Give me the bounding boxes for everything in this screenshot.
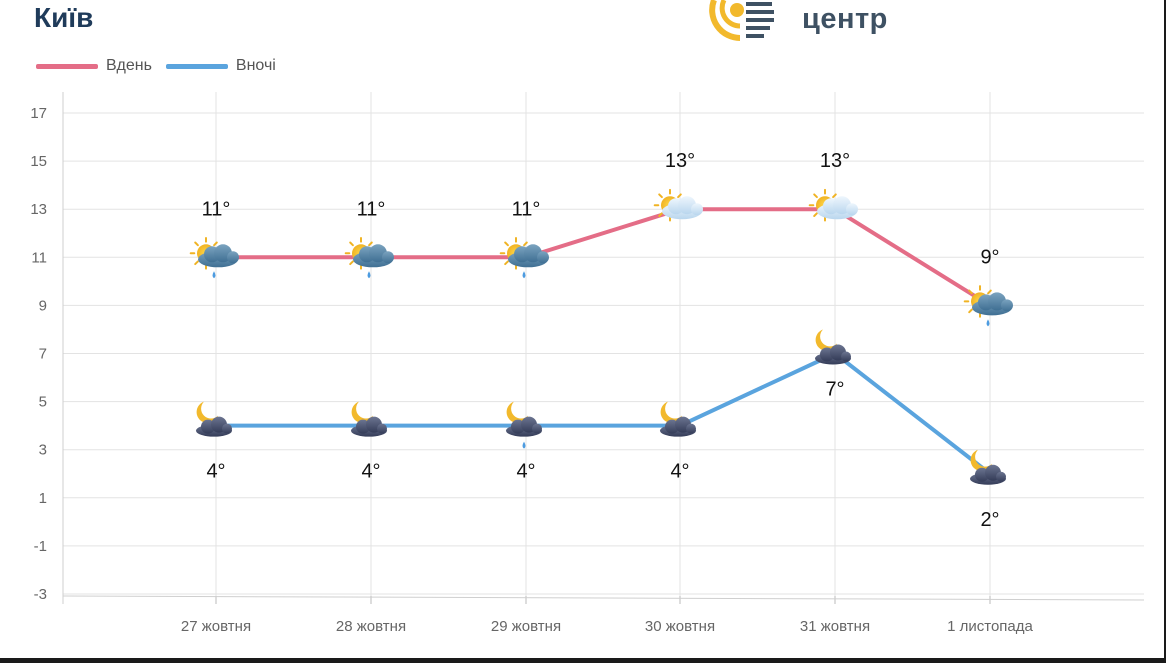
y-tick-label: 15 — [30, 153, 47, 170]
data-label-day: 13° — [820, 150, 850, 172]
chart-legend: Вдень Вночі — [36, 57, 290, 75]
data-label-night: 4° — [516, 461, 535, 483]
moon-cloud-icon — [660, 401, 696, 437]
data-label-day: 13° — [665, 150, 695, 172]
x-tick-label: 29 жовтня — [491, 618, 561, 635]
y-tick-label: 17 — [30, 105, 47, 122]
legend-label-night: Вночі — [235, 57, 276, 74]
sun-cloud-icon — [808, 188, 858, 222]
data-label-day: 9° — [980, 246, 999, 268]
legend-swatch-day — [36, 63, 98, 69]
y-tick-label: -3 — [34, 586, 47, 603]
legend-item-night[interactable]: Вночі — [165, 57, 276, 75]
moon-cloud-icon — [970, 449, 1006, 485]
data-label-day: 11° — [202, 198, 231, 220]
data-label-day: 11° — [512, 198, 541, 220]
y-tick-label: 5 — [39, 394, 47, 411]
y-tick-label: 13 — [30, 201, 47, 218]
data-label-day: 11° — [357, 198, 386, 220]
data-label-night: 4° — [206, 461, 225, 483]
y-tick-label: 9 — [39, 297, 47, 314]
moon-cloud-icon — [815, 329, 851, 365]
logo-text: центр — [802, 3, 888, 35]
data-label-night: 4° — [361, 461, 380, 483]
x-tick-label: 30 жовтня — [645, 618, 715, 635]
y-tick-label: 3 — [39, 442, 47, 459]
x-tick-label: 1 листопада — [947, 618, 1033, 635]
partly-cloudy-rain-icon — [499, 237, 549, 279]
y-tick-label: 1 — [39, 490, 47, 507]
partly-cloudy-rain-icon — [189, 237, 239, 279]
legend-item-day[interactable]: Вдень — [36, 57, 152, 75]
series-line-night — [216, 351, 992, 476]
moon-cloud-rain-icon — [506, 401, 542, 449]
x-tick-label: 27 жовтня — [181, 618, 251, 635]
partly-cloudy-rain-icon — [963, 285, 1013, 327]
sun-cloud-icon — [653, 188, 703, 222]
x-tick-label: 31 жовтня — [800, 618, 870, 635]
data-label-night: 7° — [825, 379, 844, 401]
y-tick-label: 7 — [39, 346, 47, 363]
moon-cloud-icon — [351, 401, 387, 437]
y-tick-label: 11 — [31, 249, 47, 266]
x-tick-label: 28 жовтня — [336, 618, 406, 635]
x-axis — [62, 595, 1145, 601]
data-label-night: 4° — [670, 461, 689, 483]
y-tick-label: -1 — [34, 538, 47, 555]
legend-label-day: Вдень — [106, 57, 152, 74]
partly-cloudy-rain-icon — [344, 237, 394, 279]
legend-swatch-night — [165, 63, 228, 69]
series-line-day — [216, 207, 992, 308]
moon-cloud-icon — [196, 401, 232, 437]
city-title: Київ — [34, 2, 94, 33]
data-label-night: 2° — [980, 509, 999, 531]
logo-icon — [709, 0, 774, 41]
